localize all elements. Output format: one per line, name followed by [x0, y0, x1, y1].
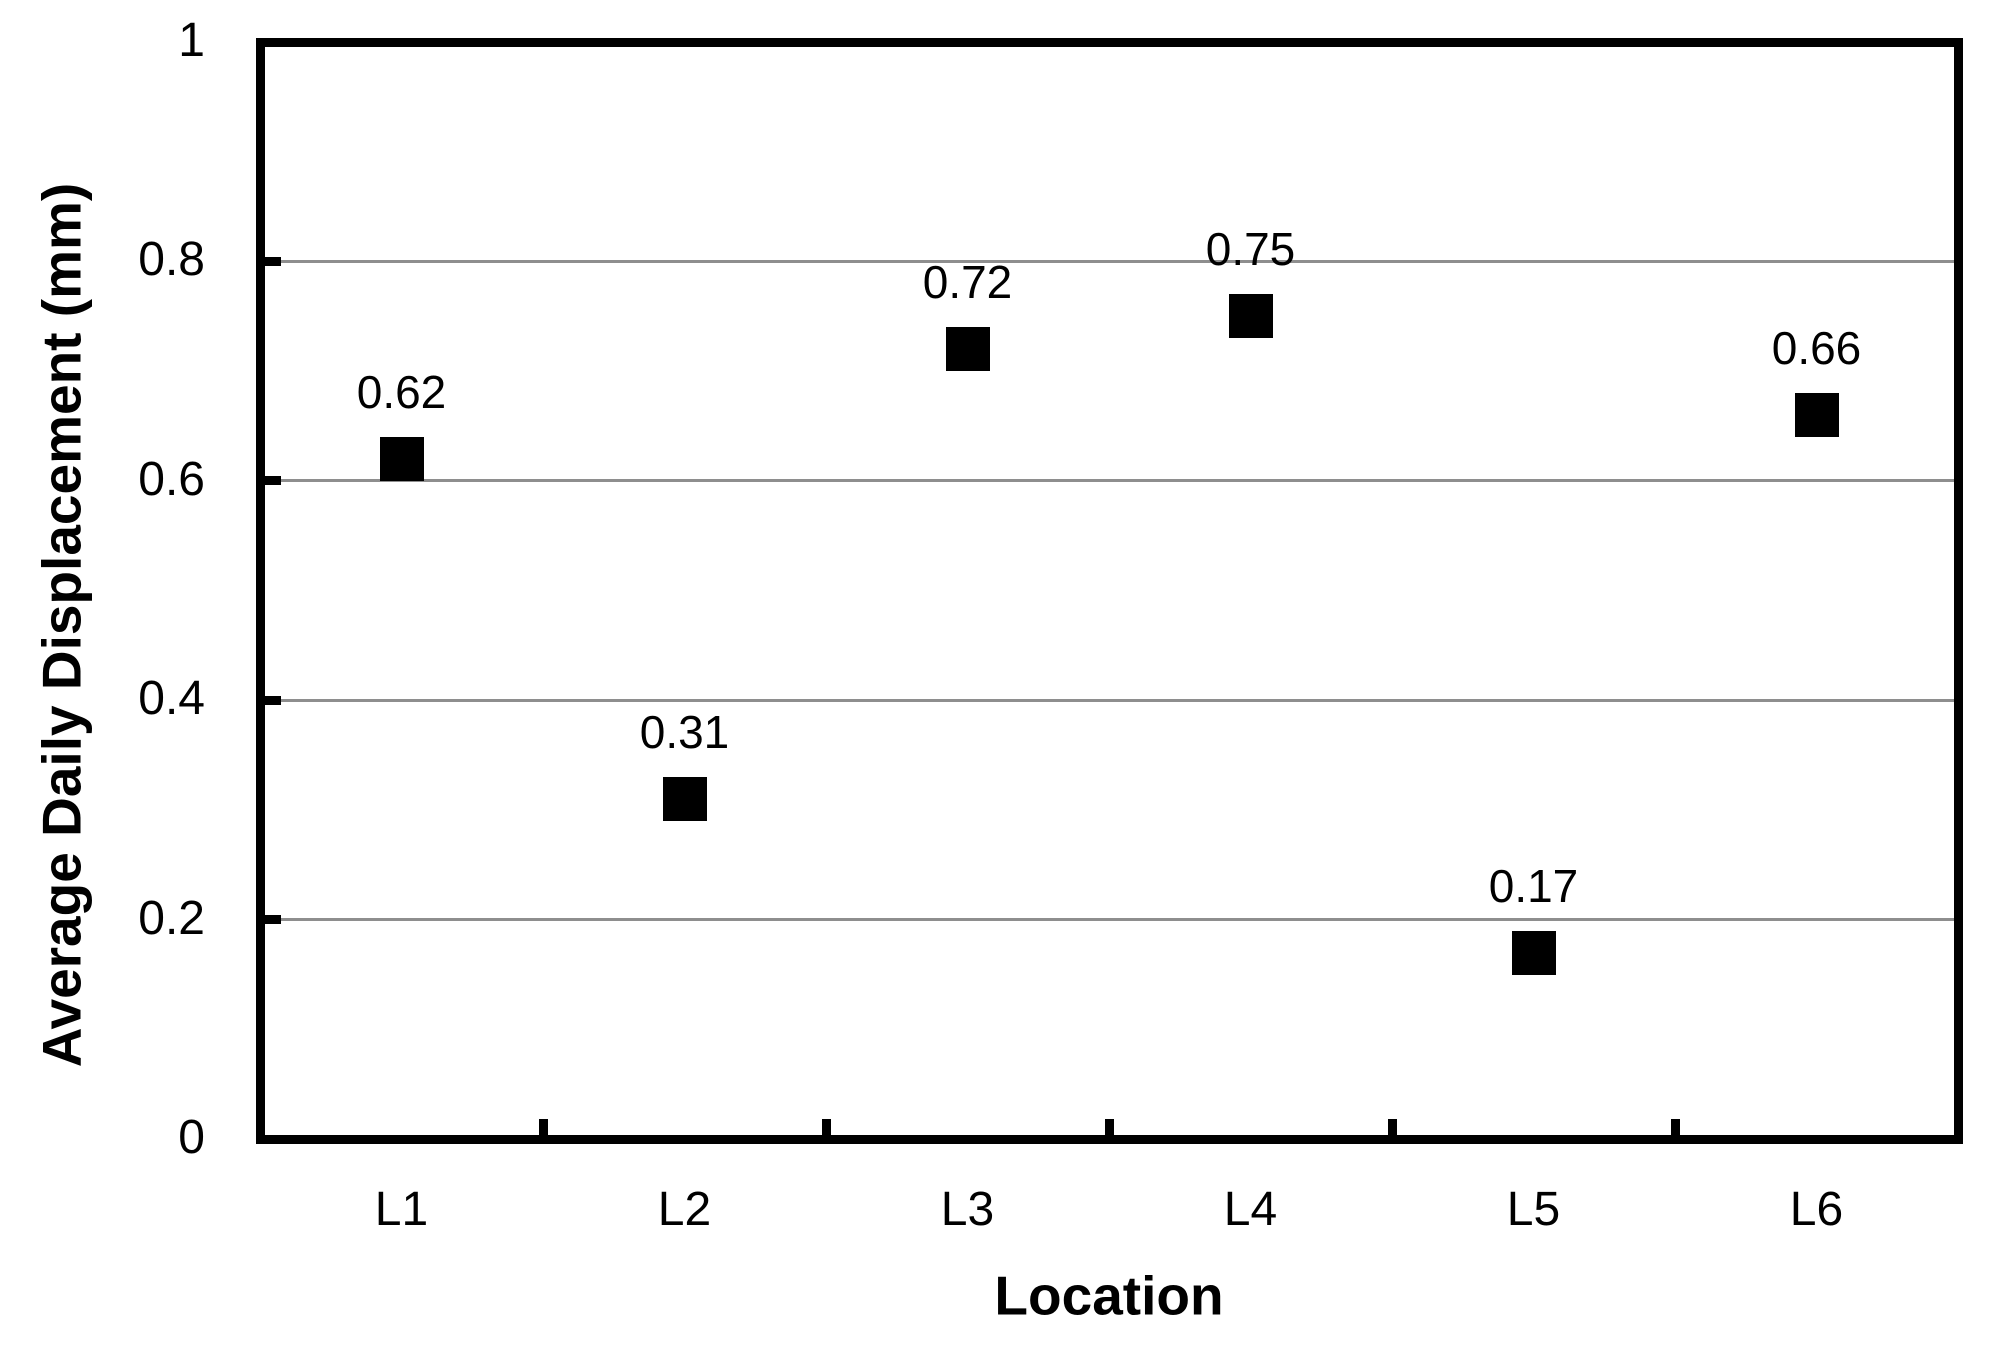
data-point-label: 0.66	[1771, 322, 1862, 375]
y-axis-tick-label: 1	[178, 14, 205, 68]
x-axis-title: Location	[994, 1264, 1224, 1327]
x-axis-tick	[1104, 1118, 1114, 1144]
data-point	[1794, 392, 1839, 437]
x-axis-tick-label: L4	[1223, 1183, 1278, 1236]
gridline	[264, 259, 1954, 263]
y-axis-tick-label: 0	[178, 1111, 205, 1165]
y-axis-tick-label: 0.6	[138, 452, 205, 506]
y-axis-tick	[255, 256, 281, 266]
y-axis-tick	[255, 476, 281, 486]
x-axis-tick-label: L3	[940, 1183, 995, 1236]
x-axis-tick-label: L2	[657, 1183, 712, 1236]
data-point-label: 0.72	[922, 256, 1013, 309]
x-axis-tick	[538, 1118, 548, 1144]
y-axis-tick-label: 0.8	[138, 233, 205, 287]
data-point	[945, 327, 990, 372]
x-axis-tick-label: L1	[374, 1183, 429, 1236]
data-point	[662, 776, 707, 821]
x-axis-tick	[1670, 1118, 1680, 1144]
data-point-label: 0.31	[639, 706, 730, 759]
data-point-label: 0.75	[1205, 223, 1296, 276]
data-point-label: 0.17	[1488, 859, 1579, 912]
gridline	[264, 698, 1954, 702]
plot-area-border	[255, 37, 1963, 1144]
x-axis-tick	[821, 1118, 831, 1144]
data-point	[1228, 294, 1273, 339]
y-axis-tick	[255, 695, 281, 705]
data-point-label: 0.62	[356, 365, 447, 418]
y-axis-tick-label: 0.4	[138, 672, 205, 726]
gridline	[264, 918, 1954, 922]
y-axis-tick	[255, 915, 281, 925]
x-axis-tick-label: L6	[1789, 1183, 1844, 1236]
data-point	[379, 436, 424, 481]
y-axis-tick-label: 0.2	[138, 891, 205, 945]
x-axis-tick-label: L5	[1506, 1183, 1561, 1236]
gridline	[264, 479, 1954, 483]
data-point	[1511, 930, 1556, 975]
x-axis-tick	[1387, 1118, 1397, 1144]
